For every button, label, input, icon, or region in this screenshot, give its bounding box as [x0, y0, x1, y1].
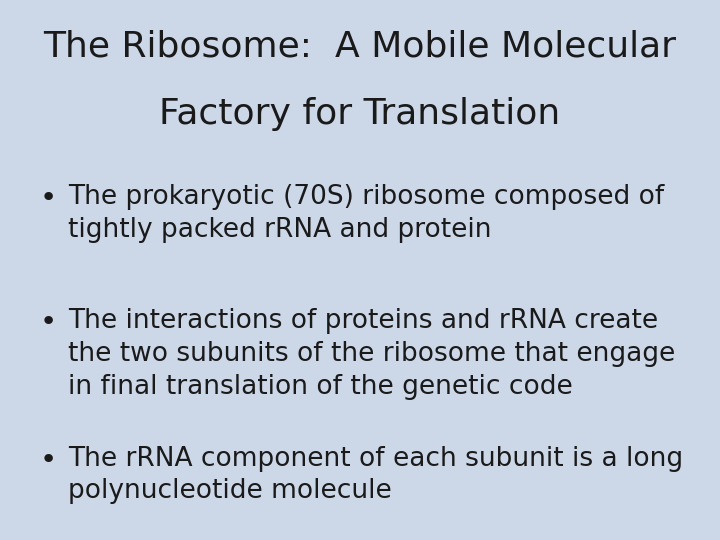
Text: •: •	[40, 184, 57, 212]
Text: •: •	[40, 308, 57, 336]
Text: The Ribosome:  A Mobile Molecular: The Ribosome: A Mobile Molecular	[43, 30, 677, 64]
Text: Factory for Translation: Factory for Translation	[159, 97, 561, 131]
Text: The prokaryotic (70S) ribosome composed of
tightly packed rRNA and protein: The prokaryotic (70S) ribosome composed …	[68, 184, 665, 242]
Text: •: •	[40, 446, 57, 474]
Text: The interactions of proteins and rRNA create
the two subunits of the ribosome th: The interactions of proteins and rRNA cr…	[68, 308, 675, 400]
Text: The rRNA component of each subunit is a long
polynucleotide molecule: The rRNA component of each subunit is a …	[68, 446, 683, 504]
